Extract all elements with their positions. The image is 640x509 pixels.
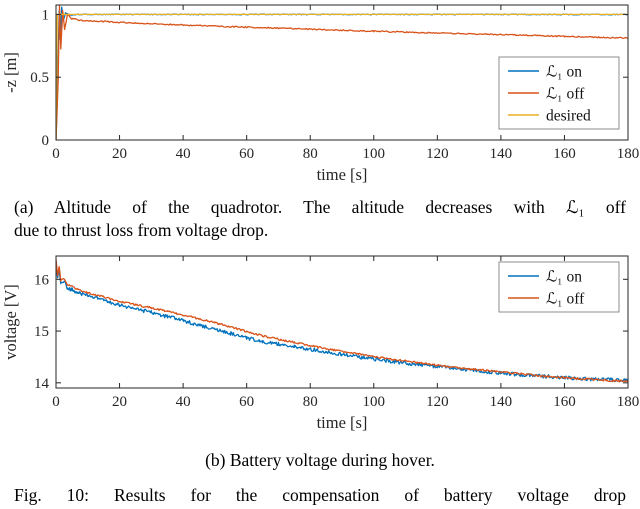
- x-tick-label: 180: [617, 146, 640, 162]
- subcaption-a-line2: due to thrust loss from voltage drop.: [14, 220, 269, 241]
- y-tick-label: 16: [34, 272, 50, 288]
- x-tick-label: 100: [363, 146, 386, 162]
- x-tick-label: 140: [490, 394, 513, 410]
- legend-entry-label: ℒ₁ off: [546, 291, 585, 308]
- x-tick-label: 100: [363, 394, 386, 410]
- x-tick-label: 20: [112, 146, 127, 162]
- x-tick-label: 160: [553, 394, 576, 410]
- series-group: [56, 259, 628, 383]
- legend-entry-label: ℒ₁ on: [546, 64, 582, 81]
- x-tick-label: 80: [303, 394, 318, 410]
- x-tick-label: 40: [176, 394, 191, 410]
- series-group: [56, 5, 628, 140]
- x-tick-label: 20: [112, 394, 127, 410]
- y-tick-label: 1: [42, 7, 50, 23]
- y-tick-label: 0: [42, 133, 50, 149]
- altitude-plot: 0 20 40 60 80 100 120 140 160 180 0 0.5 1 time [s] -z …: [1, 4, 640, 184]
- subcaption-a: (a) Altitude of the quadrotor. The altit…: [14, 196, 626, 242]
- legend-entry-label: ℒ₁ on: [546, 269, 582, 286]
- x-tick-label: 140: [490, 146, 513, 162]
- x-axis-label: time [s]: [317, 413, 368, 432]
- figure-caption: Fig. 10: Results for the compensation of…: [14, 485, 626, 506]
- x-tick-label: 120: [426, 394, 449, 410]
- legend-entry-label: desired: [546, 108, 591, 125]
- x-axis-label: time [s]: [317, 165, 368, 184]
- x-tick-label: 0: [52, 394, 60, 410]
- y-axis-label: -z [m]: [1, 52, 20, 93]
- voltage-plot: 0 20 40 60 80 100 120 140 160 180 14 15 16 time [s] vo…: [1, 255, 640, 432]
- x-tick-label: 60: [239, 146, 254, 162]
- y-axis-label: voltage [V]: [1, 284, 20, 360]
- legend-box: [498, 261, 620, 313]
- y-tick-label: 0.5: [30, 70, 49, 86]
- subcaption-a-line1: (a) Altitude of the quadrotor. The altit…: [14, 197, 626, 217]
- x-tick-label: 0: [52, 146, 60, 162]
- series-line-3: [56, 13, 628, 140]
- x-tick-label: 40: [176, 146, 191, 162]
- legend: ℒ₁ on ℒ₁ off: [498, 261, 620, 313]
- axes-box: [55, 4, 629, 141]
- x-tick-label: 160: [553, 146, 576, 162]
- x-tick-label: 80: [303, 146, 318, 162]
- y-tick-label: 15: [34, 324, 49, 340]
- x-tick-label: 60: [239, 394, 254, 410]
- legend-entry-label: ℒ₁ off: [546, 86, 585, 103]
- y-tick-label: 14: [34, 376, 50, 392]
- x-tick-label: 180: [617, 394, 640, 410]
- series-line-2: [56, 259, 628, 383]
- legend: ℒ₁ on ℒ₁ off desired: [498, 56, 620, 130]
- series-line-2: [56, 5, 628, 140]
- x-tick-label: 120: [426, 146, 449, 162]
- subcaption-b: (b) Battery voltage during hover.: [205, 450, 435, 471]
- axes-box: [55, 255, 629, 389]
